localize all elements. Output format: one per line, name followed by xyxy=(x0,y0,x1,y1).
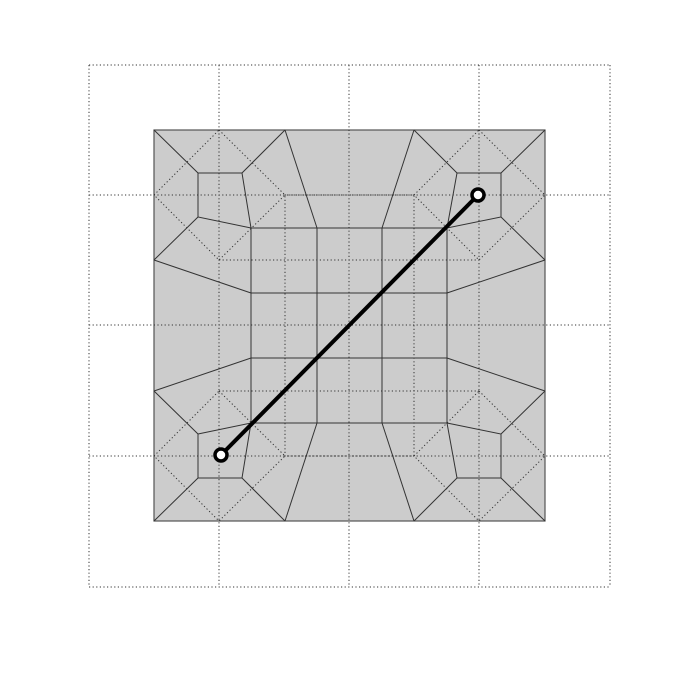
inner-dotted-lines xyxy=(153,129,546,522)
start-circle-marker xyxy=(213,447,229,463)
dotted-inner-rect xyxy=(284,194,415,457)
solid-fold-lines xyxy=(153,129,546,522)
corner-diagonal-br xyxy=(500,477,546,522)
corner-line-bl-b xyxy=(153,390,199,435)
corner-diagonal-tl xyxy=(153,129,199,174)
corner-diagonal-tr xyxy=(500,129,546,174)
corner-line-tl-b xyxy=(153,216,199,261)
flap-line-top-1 xyxy=(284,129,318,229)
flap-line-left-2 xyxy=(153,357,252,392)
corner-diagonal-bl xyxy=(153,477,199,522)
flap-line-top-2 xyxy=(381,129,415,229)
diagonal-segment xyxy=(219,193,480,457)
end-circle-marker xyxy=(470,187,486,203)
corner-line-tl-a xyxy=(241,129,286,174)
dotted-corner-diamond xyxy=(413,129,546,261)
corner-line-tr-b xyxy=(500,216,546,261)
corner-line-tr-a xyxy=(413,129,458,174)
corner-quad-top-left xyxy=(197,172,252,229)
dotted-corner-diamond xyxy=(153,390,286,522)
flap-line-right-2 xyxy=(446,357,546,392)
corner-line-br-b xyxy=(500,390,546,435)
corner-line-bl-a xyxy=(241,477,286,522)
outer-dotted-grid xyxy=(88,64,611,588)
dotted-corner-diamond xyxy=(153,129,286,261)
flap-line-bottom-1 xyxy=(284,422,318,522)
flap-line-left-1 xyxy=(153,259,252,294)
dotted-corner-diamond xyxy=(413,390,546,522)
corner-line-br-a xyxy=(413,477,458,522)
flap-line-right-1 xyxy=(446,259,546,294)
flap-line-bottom-2 xyxy=(381,422,415,522)
